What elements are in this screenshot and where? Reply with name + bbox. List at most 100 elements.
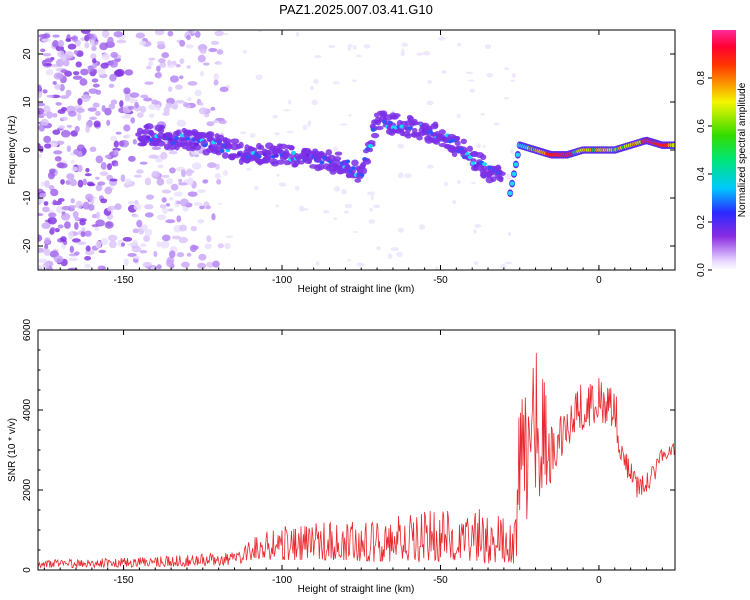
heatmap-noise-blob — [170, 183, 179, 191]
heatmap-noise-blob — [144, 177, 152, 186]
heatmap-noise-blob — [84, 230, 92, 237]
heatmap-noise-blob — [66, 124, 73, 128]
heatmap-noise-blob — [42, 52, 52, 57]
heatmap-noise-blob — [187, 81, 198, 86]
heatmap-noise-blob — [104, 107, 112, 116]
heatmap-noise-blob — [63, 221, 71, 229]
heatmap-noise-blob — [400, 51, 405, 57]
heatmap-noise-blob — [92, 102, 100, 108]
heatmap-noise-blob — [90, 53, 97, 60]
heatmap-noise-blob — [101, 30, 110, 38]
heatmap-noise-blob — [116, 39, 127, 44]
heatmap-noise-blob — [344, 203, 353, 209]
heatmap-noise-blob — [456, 113, 461, 119]
heatmap-noise-blob — [200, 70, 205, 77]
heatmap-noise-blob — [89, 34, 95, 39]
heatmap-noise-blob — [44, 237, 51, 245]
heatmap-y-tick-label: 20 — [22, 48, 33, 60]
heatmap-noise-blob — [204, 243, 212, 250]
heatmap-noise-blob — [333, 217, 338, 220]
heatmap-noise-blob — [67, 231, 74, 240]
heatmap-noise-blob — [120, 242, 126, 247]
heatmap-noise-blob — [52, 81, 57, 85]
heatmap-noise-blob — [156, 241, 162, 248]
heatmap-ridge-core — [273, 153, 279, 158]
heatmap-noise-blob — [222, 170, 228, 177]
heatmap-noise-blob — [161, 52, 170, 59]
heatmap-noise-blob — [169, 196, 174, 201]
heatmap-noise-blob — [132, 228, 139, 234]
heatmap-noise-blob — [42, 262, 50, 269]
colorbar-tick-label: 0.2 — [696, 215, 707, 229]
heatmap-noise-blob — [127, 105, 135, 110]
heatmap-noise-blob — [104, 186, 113, 195]
heatmap-ridge — [135, 110, 675, 197]
heatmap-noise-blob — [217, 202, 223, 205]
heatmap-noise-blob — [194, 30, 201, 38]
heatmap-noise-blob — [206, 235, 212, 243]
heatmap-noise-blob — [162, 207, 168, 215]
colorbar-tick-label: 0.6 — [696, 119, 707, 133]
heatmap-noise-blob — [197, 189, 206, 194]
heatmap-noise-blob — [197, 219, 205, 224]
heatmap-noise-blob — [493, 122, 500, 126]
heatmap-noise-blob — [122, 236, 133, 242]
heatmap-noise-blob — [80, 37, 86, 41]
snr-y-axis: 0 2000 4000 6000 — [22, 318, 675, 573]
heatmap-noise-blob — [47, 216, 57, 225]
snr-series-line — [38, 352, 675, 570]
heatmap-ridge-core — [470, 161, 476, 166]
heatmap-noise-blob — [66, 145, 72, 153]
snr-y-tick-label: 4000 — [22, 398, 33, 421]
heatmap-noise-blob — [176, 252, 185, 258]
heatmap-noise-blob — [140, 243, 147, 248]
heatmap-noise-blob — [56, 162, 65, 169]
heatmap-noise-blob — [54, 228, 60, 233]
heatmap-noise-blob — [212, 260, 220, 268]
heatmap-noise-blob — [109, 59, 119, 68]
heatmap-noise-blob — [89, 146, 97, 152]
heatmap-noise-blob — [179, 224, 188, 232]
heatmap-noise-blob — [276, 173, 280, 177]
heatmap-noise-blob — [167, 208, 174, 212]
heatmap-noise-blob — [173, 191, 183, 197]
heatmap-noise-blob — [134, 101, 139, 109]
heatmap-background-scatter — [38, 30, 516, 270]
heatmap-noise-blob — [115, 131, 122, 135]
heatmap-noise-blob — [142, 261, 152, 268]
heatmap-noise-blob — [167, 86, 173, 92]
heatmap-ridge-core — [236, 152, 242, 157]
heatmap-noise-blob — [140, 105, 147, 114]
heatmap-noise-blob — [191, 245, 199, 250]
heatmap-noise-blob — [158, 58, 166, 64]
heatmap-noise-blob — [132, 138, 137, 145]
heatmap-noise-blob — [124, 95, 130, 102]
heatmap-noise-blob — [81, 151, 86, 156]
heatmap-noise-blob — [48, 168, 56, 174]
heatmap-noise-blob — [457, 180, 461, 185]
heatmap-noise-blob — [208, 47, 218, 53]
heatmap-noise-blob — [123, 87, 131, 95]
snr-x-tick-label: -100 — [272, 575, 292, 586]
heatmap-noise-blob — [52, 199, 57, 206]
heatmap-ridge-blob — [405, 133, 412, 139]
heatmap-ridge-blob — [221, 152, 229, 159]
heatmap-noise-blob — [60, 179, 65, 185]
heatmap-noise-blob — [110, 135, 117, 142]
heatmap-noise-blob — [128, 155, 136, 162]
heatmap-ridge-core — [185, 136, 191, 141]
heatmap-noise-blob — [106, 119, 111, 126]
heatmap-noise-blob — [123, 124, 131, 132]
heatmap-noise-blob — [181, 169, 186, 178]
heatmap-noise-blob — [174, 100, 185, 104]
heatmap-noise-blob — [104, 154, 112, 159]
heatmap-noise-blob — [376, 246, 381, 251]
heatmap-ridge-blob — [480, 154, 487, 161]
snr-x-tick-label: -150 — [114, 575, 134, 586]
heatmap-noise-blob — [106, 221, 112, 227]
heatmap-noise-blob — [161, 174, 170, 178]
heatmap-noise-blob — [249, 133, 256, 138]
heatmap-noise-blob — [468, 79, 475, 82]
heatmap-ridge-blob — [276, 159, 285, 165]
